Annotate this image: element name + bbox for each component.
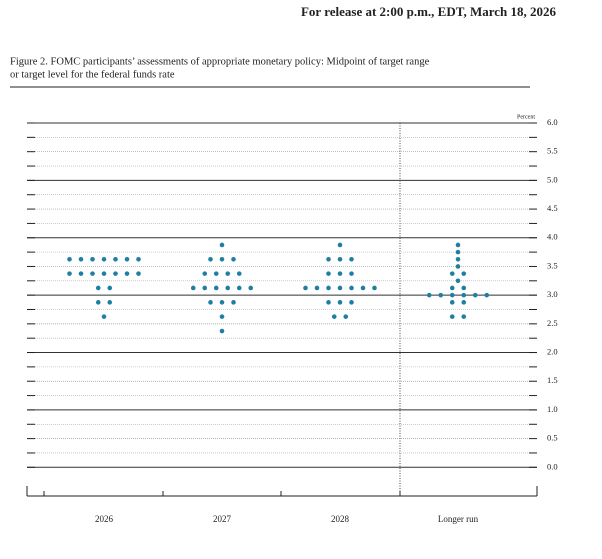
dot [219,314,225,319]
y-tick-label: 5.0 [547,174,558,184]
dot [331,314,337,319]
y-tick-label: 3.0 [547,289,558,299]
dot [337,256,343,262]
dot [213,271,219,276]
dot [101,314,107,319]
y-tick-label: 2.0 [547,346,558,356]
dot [326,285,331,291]
dot [190,285,196,291]
x-tick-label: Longer run [438,514,479,524]
dot [449,300,455,305]
dot [95,285,101,291]
dot [461,292,467,298]
x-tick-label: 2026 [95,514,114,524]
dot [372,285,377,291]
dot [349,285,354,291]
dot [101,256,107,262]
dot [314,285,320,291]
dot [208,256,213,262]
y-tick-label: 1.5 [547,375,558,385]
chart-title: Figure 2. FOMC participants’ assessments… [10,56,430,67]
dot [461,285,467,291]
dot [455,278,461,284]
dot [349,300,354,305]
dot [202,285,208,291]
dot [78,256,84,262]
dot [455,256,461,262]
y-tick-label: 4.0 [547,232,558,242]
dot [90,256,95,262]
dot [231,256,236,262]
dot [461,300,467,305]
dot [303,285,308,291]
dot [136,256,141,262]
dot [337,271,343,276]
y-tick-label: 3.5 [547,260,558,270]
dot [326,256,331,262]
dot [136,271,141,276]
dot [67,271,72,276]
y-tick-label: 4.5 [547,203,558,213]
dot [337,285,343,291]
dot [337,242,343,248]
dot [449,285,455,291]
dot [208,300,213,305]
dot [326,300,331,305]
dot [231,300,236,305]
x-tick-label: 2027 [213,514,232,524]
y-tick-label: 1.0 [547,404,558,414]
dot [219,256,225,262]
dot [461,314,467,319]
dot [461,271,467,276]
dot [455,264,461,269]
dot [124,271,130,276]
y-tick-label: 5.5 [547,146,558,156]
dot [337,300,343,305]
dot [449,314,455,319]
dot [78,271,84,276]
dot [225,285,231,291]
y-tick-label: 2.5 [547,318,558,328]
dot [107,285,113,291]
dot [113,256,118,262]
y-tick-label: 6.0 [547,117,558,127]
release-header: For release at 2:00 p.m., EDT, March 18,… [301,4,557,19]
x-tick-label: 2028 [331,514,350,524]
dot [219,242,225,248]
dot [472,292,478,298]
dot [236,271,242,276]
dot [202,271,208,276]
dot [426,292,432,298]
dot [455,249,461,255]
dot [219,300,225,305]
dot [326,271,331,276]
dot [113,271,118,276]
dot [360,285,366,291]
dot [349,256,354,262]
dot [449,271,455,276]
dot [236,285,242,291]
dot [67,256,72,262]
dot [225,271,231,276]
y-axis-label: Percent [517,114,535,120]
dot [90,271,95,276]
dot [95,300,101,305]
y-tick-label: 0.0 [547,461,558,471]
dot [343,314,349,319]
dot [219,328,225,334]
dot [248,285,254,291]
dot [349,271,354,276]
dot [484,292,490,298]
dot [438,292,444,298]
dot [213,285,219,291]
dot [455,242,461,248]
dot [107,300,113,305]
dot [449,292,455,298]
y-tick-label: 0.5 [547,433,558,443]
dot [101,271,107,276]
chart-title: or target level for the federal funds ra… [10,69,175,80]
dot [124,256,130,262]
